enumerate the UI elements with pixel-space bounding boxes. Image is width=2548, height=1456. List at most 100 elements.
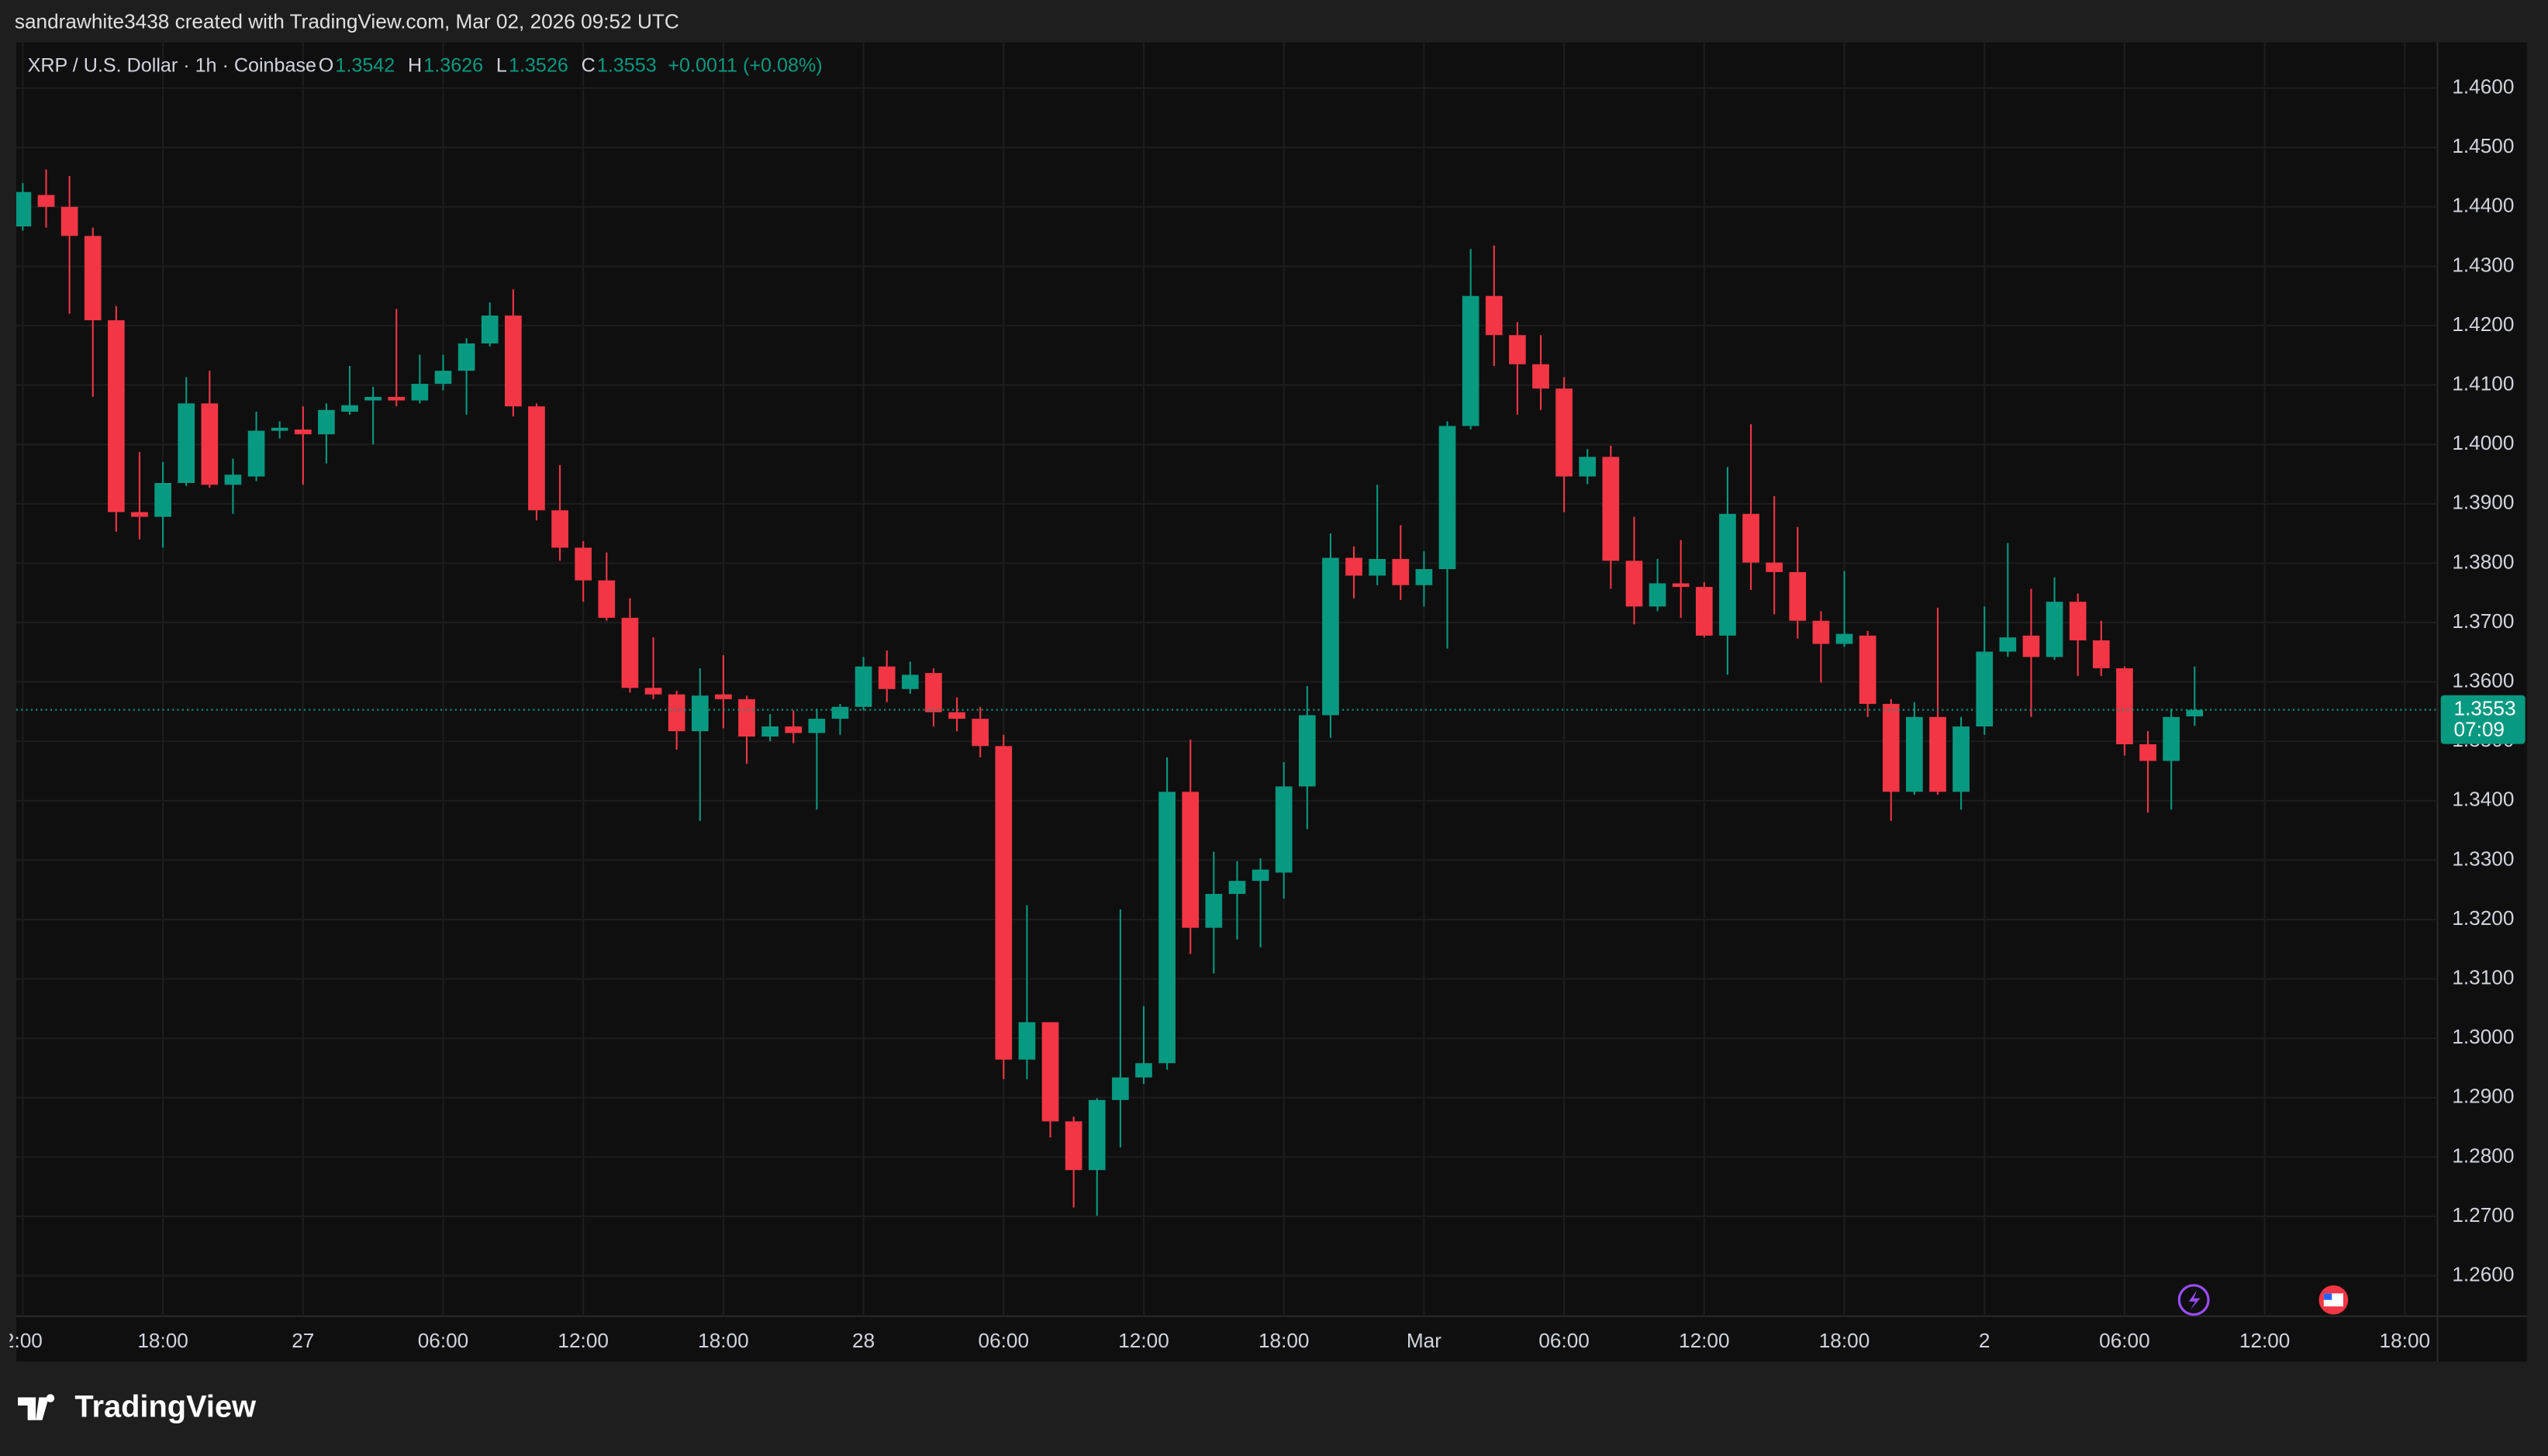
y-tick-label: 1.3200 — [2452, 906, 2514, 930]
candle-body — [1649, 583, 1666, 607]
symbol: XRP / U.S. Dollar · 1h · Coinbase — [28, 55, 316, 77]
y-tick-label: 1.2600 — [2452, 1262, 2514, 1285]
candle-body — [457, 343, 475, 371]
y-tick-label: 1.3700 — [2452, 609, 2514, 633]
candle-body — [855, 666, 872, 707]
candle-body — [1812, 620, 1830, 644]
candle-body — [318, 409, 335, 435]
x-tick-label: 18:00 — [1819, 1329, 1870, 1352]
x-tick-label: 06:00 — [979, 1329, 1030, 1352]
candle-body — [178, 403, 195, 483]
candle-body — [1789, 571, 1807, 621]
candle-body — [2116, 668, 2133, 745]
candle-body — [154, 482, 171, 517]
legend-label: H — [408, 55, 422, 77]
ohlc-legend: O 1.3542 H 1.3626 L 1.3526 C 1.3553 +0.0011 (+0.… — [319, 55, 823, 77]
candle-body — [551, 510, 568, 548]
lightning-icon[interactable] — [2177, 1284, 2210, 1316]
candle-body — [598, 580, 616, 618]
candle-body — [1018, 1022, 1036, 1060]
candle-body — [1322, 557, 1339, 716]
x-tick-label: 2 — [1979, 1329, 1990, 1352]
y-tick-label: 1.3600 — [2452, 668, 2514, 692]
flag-canton — [2323, 1293, 2332, 1300]
candle-body — [1952, 726, 1970, 792]
candle-body — [364, 396, 382, 401]
legend-value: 1.3626 — [423, 55, 483, 77]
x-tick-label: 18:00 — [2380, 1329, 2431, 1352]
y-tick-label: 1.4100 — [2452, 372, 2514, 395]
candle-body — [878, 666, 896, 689]
candle-body — [1392, 559, 1410, 585]
candle-body — [2139, 744, 2156, 761]
logo-mark — [18, 1394, 55, 1420]
candle-body — [1275, 786, 1293, 873]
candle-body — [738, 699, 755, 737]
x-tick-label: Mar — [1407, 1329, 1441, 1352]
x-tick-label: 18:00 — [698, 1329, 749, 1352]
candle-body — [1112, 1077, 1129, 1100]
candle-body — [1625, 561, 1643, 607]
candle-body — [1088, 1099, 1106, 1171]
y-tick-label: 1.4000 — [2452, 431, 2514, 454]
y-tick-label: 1.2900 — [2452, 1085, 2514, 1108]
candle-body — [1555, 388, 1573, 477]
candle-body — [1999, 637, 2017, 652]
candle-body — [481, 315, 499, 343]
candle-body — [271, 427, 288, 431]
credit: sandrawhite3438 created with TradingView… — [15, 9, 679, 33]
candle-body — [901, 675, 919, 689]
candle-body — [1182, 792, 1200, 928]
legend-value: 1.3526 — [509, 55, 568, 77]
candle-body — [948, 712, 965, 719]
event-icons — [2177, 1284, 2349, 1316]
candle-body — [16, 191, 32, 227]
candle-body — [1906, 716, 1923, 792]
lightning — [2188, 1290, 2201, 1310]
x-tick-label: 06:00 — [1538, 1329, 1590, 1352]
candle-body — [2046, 602, 2063, 657]
y-tick-label: 1.2700 — [2452, 1203, 2514, 1227]
chart-panel — [16, 42, 2527, 1362]
candle-body — [715, 694, 732, 699]
candle-body — [1158, 792, 1176, 1064]
x-tick-label: 28 — [852, 1329, 875, 1352]
candle-body — [247, 430, 265, 477]
candle-body — [575, 547, 592, 581]
legend-value: 1.3542 — [335, 55, 395, 77]
candle-body — [60, 206, 78, 236]
x-tick-label: 12:00 — [558, 1329, 609, 1352]
time-axis: 2:00 18:00 27 06:00 12:00 18:00 28 06:00 12:00 18… — [3, 1329, 2431, 1352]
candle-body — [37, 195, 55, 207]
candle-body — [1462, 295, 1479, 426]
candle-body — [972, 719, 989, 747]
candle-body — [1672, 583, 1690, 588]
x-tick-label: 27 — [292, 1329, 314, 1352]
candle-body — [2163, 716, 2180, 761]
candle-body — [1882, 703, 1900, 792]
x-tick-label: 2:00 — [3, 1329, 43, 1352]
candle-body — [1859, 635, 1876, 704]
price-tag — [2440, 695, 2526, 744]
candle-body — [1766, 562, 1783, 572]
candle-body — [1532, 364, 1549, 389]
logo: TradingView — [18, 1390, 257, 1424]
candle-body — [388, 396, 406, 401]
candle-body — [1415, 569, 1433, 585]
x-tick-label: 18:00 — [137, 1329, 188, 1352]
y-tick-label: 1.4200 — [2452, 312, 2514, 336]
y-tick-label: 1.3100 — [2452, 965, 2514, 988]
candle-body — [1252, 869, 1269, 882]
legend-change: +0.0011 (+0.08%) — [668, 55, 822, 77]
candle-body — [808, 719, 826, 733]
candle-body — [831, 706, 849, 719]
price-tag-value: 1.3553 — [2453, 696, 2515, 719]
candle-body — [1298, 715, 1316, 787]
x-tick-label: 12:00 — [1679, 1329, 1730, 1352]
candle-body — [1579, 457, 1597, 477]
candle-body — [1228, 881, 1246, 895]
candle-body — [294, 430, 312, 435]
candle-body — [411, 384, 429, 401]
y-tick-label: 1.3900 — [2452, 491, 2514, 514]
